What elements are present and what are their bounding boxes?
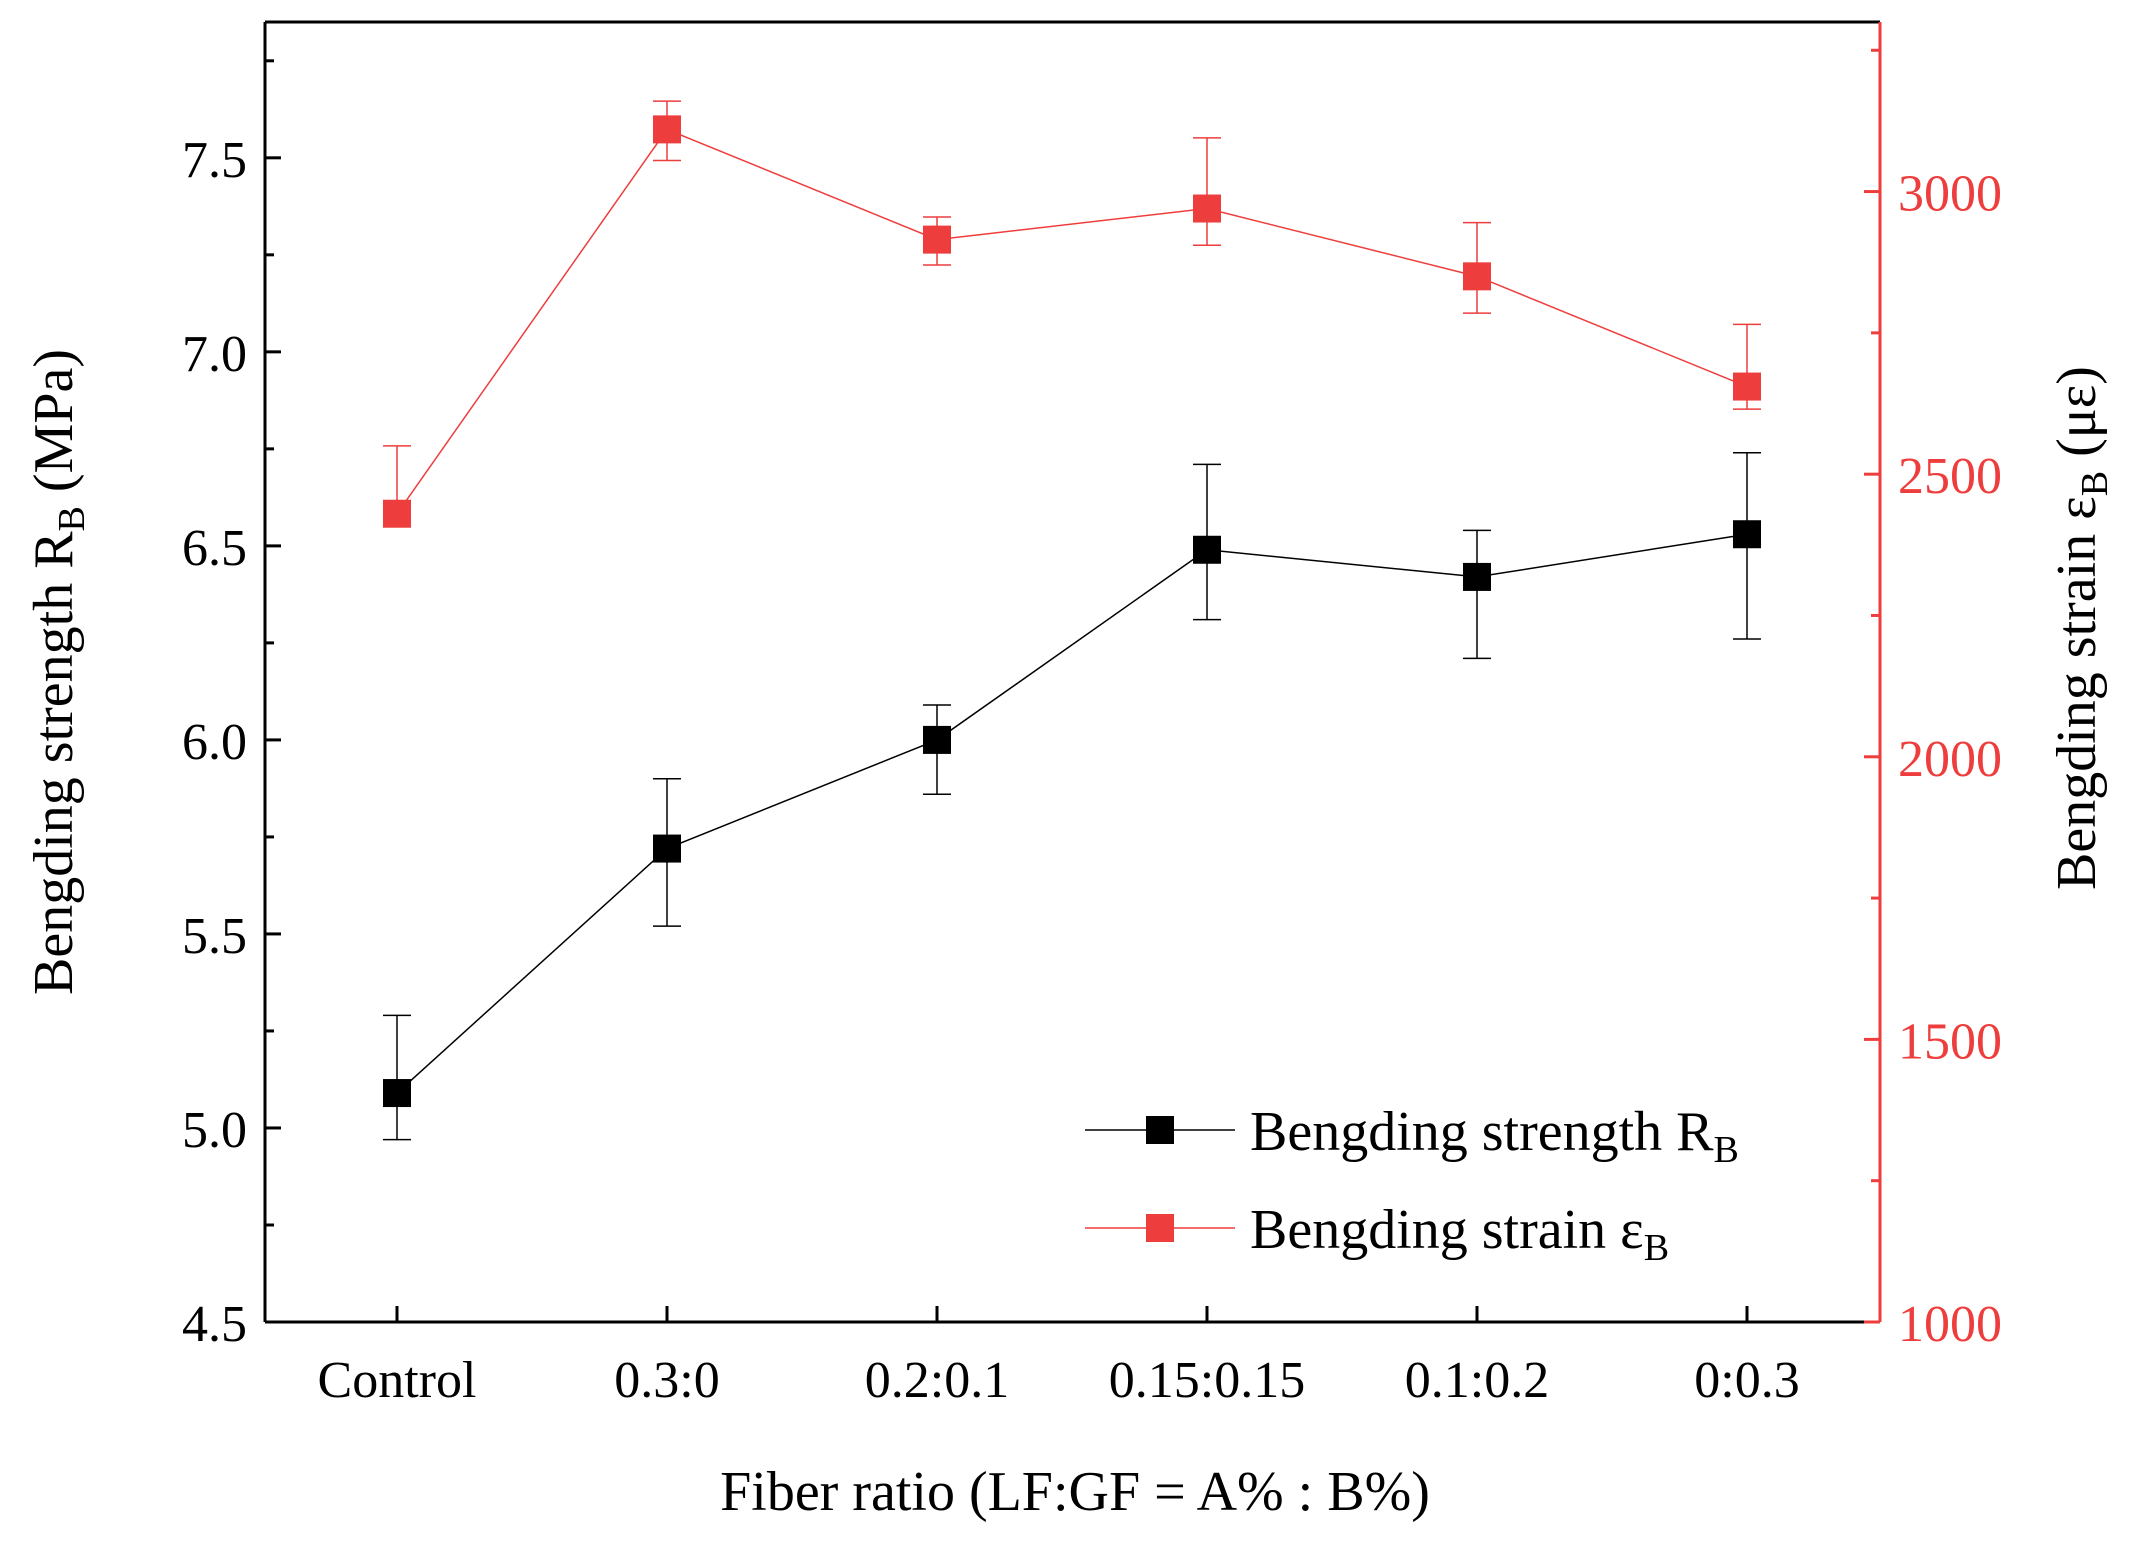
y-left-tick-label: 5.0	[182, 1102, 247, 1159]
legend-marker-strength	[1146, 1116, 1174, 1144]
legend-strain-main: Bengding strain ε	[1250, 1199, 1644, 1261]
x-tick-label: 0.3:0	[614, 1352, 719, 1409]
x-tick-label: 0.1:0.2	[1405, 1352, 1549, 1409]
y-left-title-tail: (MPa)	[23, 349, 85, 506]
y-left-title-main: Bengding strength R	[23, 531, 85, 995]
y-right-tick-label: 1500	[1898, 1013, 2002, 1070]
data-point-strength	[383, 1079, 411, 1108]
data-point-strength	[653, 834, 681, 863]
y-right-axis-title: Bengding strain εB (με)	[2046, 366, 2116, 890]
x-axis-title: Fiber ratio (LF:GF = A% : B%)	[720, 1461, 1430, 1523]
y-right-tick-label: 2500	[1898, 448, 2002, 505]
x-tick-label: 0.15:0.15	[1109, 1352, 1305, 1409]
legend-label-strength: Bengding strength RB	[1250, 1101, 1739, 1171]
data-point-strength	[1193, 535, 1221, 564]
legend-marker-strain	[1146, 1214, 1174, 1242]
y-right-title-main: Bengding strain ε	[2046, 496, 2108, 890]
y-left-tick-label: 4.5	[182, 1296, 247, 1353]
data-point-strength	[923, 725, 951, 754]
data-point-strain	[1193, 194, 1221, 223]
data-point-strain	[923, 225, 951, 254]
data-point-strength	[1733, 520, 1761, 549]
legend-label-strain: Bengding strain εB	[1250, 1199, 1669, 1269]
y-left-tick-label: 7.5	[182, 132, 247, 189]
y-right-title-tail: (με)	[2046, 366, 2108, 471]
y-left-axis-title: Bengding strength RB (MPa)	[23, 349, 93, 995]
legend-strength-main: Bengding strength R	[1250, 1101, 1714, 1163]
x-tick-label: 0.2:0.1	[865, 1352, 1009, 1409]
series-line-strength	[396, 533, 1748, 1094]
y-right-tick-label: 3000	[1898, 166, 2002, 223]
legend: Bengding strength RB Bengding strain εB	[1085, 1101, 1739, 1269]
x-tick-label: 0:0.3	[1694, 1352, 1799, 1409]
y-right-tick-label: 1000	[1898, 1296, 2002, 1353]
y-left-tick-label: 6.5	[182, 520, 247, 577]
data-point-strain	[1463, 262, 1491, 291]
data-point-strain	[383, 499, 411, 528]
x-tick-label: Control	[318, 1352, 477, 1409]
data-point-strain	[1733, 372, 1761, 401]
y-left-tick-label: 6.0	[182, 714, 247, 771]
y-right-title-sub: B	[2074, 471, 2116, 496]
y-right-tick-label: 2000	[1898, 731, 2002, 788]
legend-strength-sub: B	[1714, 1129, 1739, 1171]
data-point-strength	[1463, 562, 1491, 591]
series-line-strain	[396, 128, 1748, 515]
y-left-tick-label: 7.0	[182, 326, 247, 383]
y-left-title-sub: B	[51, 506, 93, 531]
legend-strain-sub: B	[1644, 1227, 1669, 1269]
y-left-tick-label: 5.5	[182, 908, 247, 965]
data-point-strain	[653, 115, 681, 144]
